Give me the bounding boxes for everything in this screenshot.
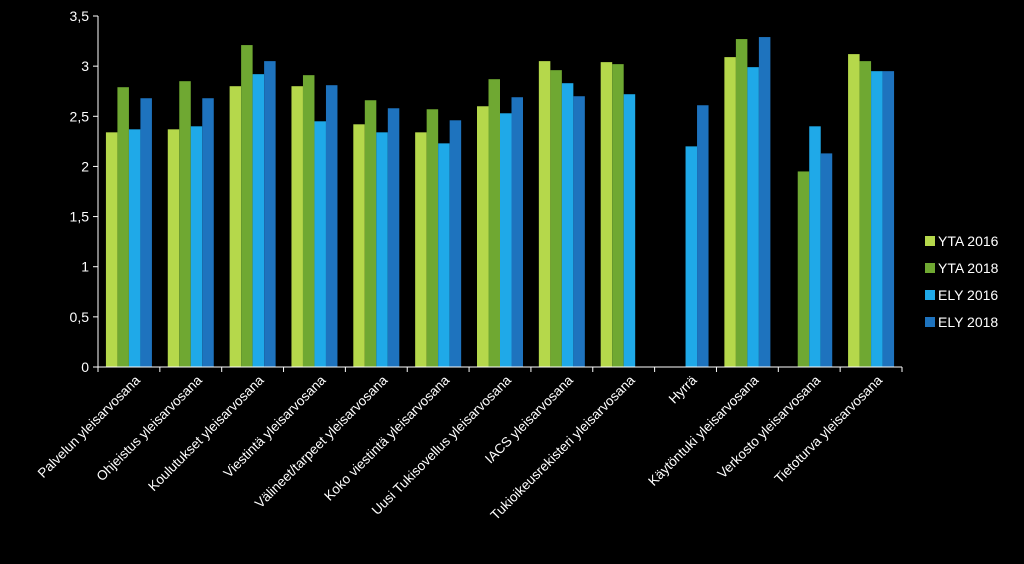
legend-label: ELY 2016 — [938, 287, 998, 303]
y-tick-label: 1,5 — [70, 209, 90, 225]
category-label: Koulutukset yleisarvosana — [145, 372, 267, 494]
bar-ely-2018 — [820, 153, 833, 367]
bar-yta-2016 — [600, 62, 613, 367]
bar-ely-2018 — [573, 96, 585, 367]
y-tick-label: 0 — [81, 359, 89, 375]
y-tick-label: 3 — [81, 58, 89, 74]
bar-ely-2016 — [128, 129, 141, 367]
bar-yta-2018 — [735, 39, 748, 368]
bars — [105, 37, 895, 368]
bar-ely-2018 — [264, 61, 276, 367]
bar-ely-2018 — [882, 71, 895, 368]
bar-ely-2016 — [809, 126, 821, 367]
legend-swatch — [925, 290, 935, 300]
bar-ely-2018 — [511, 97, 523, 367]
bar-ely-2016 — [314, 121, 326, 367]
bar-yta-2016 — [291, 86, 303, 367]
bar-ely-2016 — [252, 74, 265, 367]
bar-ely-2016 — [376, 132, 388, 367]
bar-yta-2016 — [415, 132, 427, 367]
category-label: Välineet/tarpeet yleisarvosana — [252, 372, 391, 511]
bar-ely-2016 — [561, 83, 574, 367]
bar-ely-2016 — [190, 126, 203, 367]
bar-yta-2016 — [538, 61, 551, 367]
y-tick-label: 2,5 — [70, 108, 90, 124]
bar-yta-2018 — [612, 64, 624, 367]
y-tick-label: 2 — [81, 158, 89, 174]
bar-ely-2018 — [387, 108, 400, 368]
bar-ely-2018 — [140, 98, 152, 367]
bar-ely-2018 — [325, 85, 338, 367]
legend-label: YTA 2016 — [938, 233, 999, 249]
bar-ely-2018 — [758, 37, 771, 368]
legend: YTA 2016 YTA 2018 ELY 2016 ELY 2018 — [925, 233, 999, 330]
bar-ely-2016 — [438, 143, 450, 367]
category-label: Verkosto yleisarvosana — [715, 372, 824, 481]
bar-yta-2016 — [724, 57, 736, 368]
y-tick-label: 3,5 — [70, 8, 90, 24]
category-label: Tietoturva yleisarvosana — [771, 372, 885, 486]
category-label: Käytöntuki yleisarvosana — [645, 372, 762, 489]
bar-yta-2018 — [488, 79, 500, 368]
bar-ely-2018 — [449, 120, 462, 367]
bar-yta-2016 — [105, 132, 118, 367]
bar-ely-2016 — [871, 71, 883, 368]
legend-label: ELY 2018 — [938, 314, 998, 330]
bar-ely-2018 — [697, 105, 709, 368]
category-label: Koko viestintä yleisarvosana — [321, 372, 452, 503]
bar-yta-2018 — [364, 100, 377, 368]
bar-yta-2018 — [117, 87, 129, 368]
bar-yta-2016 — [848, 54, 860, 367]
bar-yta-2018 — [302, 75, 315, 367]
bar-yta-2016 — [353, 124, 365, 368]
bar-ely-2018 — [202, 98, 214, 367]
bar-yta-2018 — [550, 70, 562, 367]
bar-yta-2018 — [859, 61, 872, 367]
bar-ely-2016 — [500, 113, 512, 367]
category-label: Palvelun yleisarvosana — [35, 372, 144, 481]
bar-yta-2018 — [241, 45, 253, 367]
y-tick-label: 1 — [81, 259, 89, 275]
legend-swatch — [925, 236, 935, 246]
bar-yta-2018 — [426, 109, 439, 367]
bar-yta-2016 — [229, 86, 242, 367]
bar-ely-2016 — [747, 67, 759, 367]
y-tick-label: 0,5 — [70, 309, 90, 325]
y-axis: 0 0,5 1 1,5 2 2,5 3 3,5 — [70, 8, 99, 375]
bar-ely-2016 — [623, 94, 636, 368]
bar-ely-2016 — [685, 146, 698, 367]
category-label: Ohjeistus yleisarvosana — [93, 372, 205, 484]
bar-yta-2018 — [797, 171, 810, 367]
category-label: Hyrrä — [666, 372, 700, 406]
bar-yta-2018 — [179, 81, 191, 367]
legend-label: YTA 2018 — [938, 260, 999, 276]
category-label: Viestintä yleisarvosana — [221, 372, 329, 480]
bar-yta-2016 — [167, 129, 180, 367]
legend-swatch — [925, 317, 935, 327]
legend-swatch — [925, 263, 935, 273]
bar-yta-2016 — [477, 106, 489, 367]
